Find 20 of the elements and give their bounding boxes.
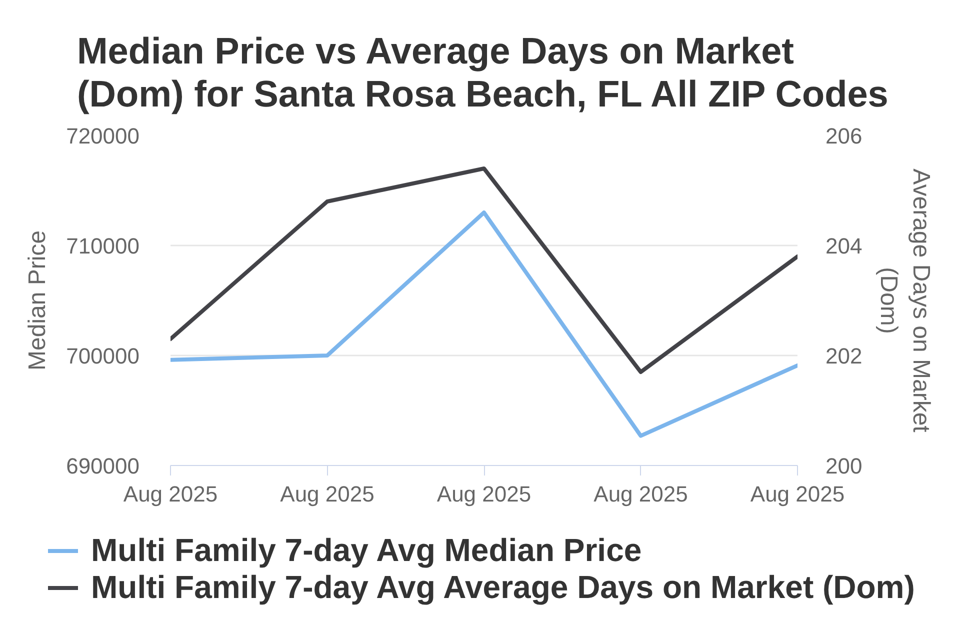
line-series: [170, 210, 798, 438]
x-tick-label: Aug 2025: [750, 482, 845, 506]
x-tick-label: Aug 2025: [280, 482, 374, 506]
x-tick-label: Aug 2025: [123, 482, 218, 506]
y2-axis-title: Average Days on Market (Dom): [875, 168, 935, 433]
y2-tick-label: 204: [826, 234, 862, 258]
y2-tick-label: 202: [826, 344, 862, 368]
y2-tick-label: 206: [826, 124, 862, 148]
y-tick-label: 720000: [66, 124, 140, 148]
y-tick-label: 690000: [66, 454, 140, 478]
y-axis-title: Median Price: [24, 230, 52, 371]
x-tick-label: Aug 2025: [594, 482, 688, 506]
legend-label: Multi Family 7-day Avg Median Price: [91, 532, 642, 569]
chart-title: Median Price vs Average Days on Market (Dom) for Santa Rosa Beach, FL All ZIP Codes: [76, 30, 888, 115]
y2-tick-label: 200: [826, 454, 862, 478]
y-tick-label: 710000: [66, 234, 140, 258]
legend-label: Multi Family 7-day Avg Average Days on Market (Dom): [91, 569, 915, 606]
x-tick-label: Aug 2025: [436, 482, 532, 506]
line-series: [170, 166, 798, 374]
y-tick-label: 700000: [66, 344, 140, 368]
